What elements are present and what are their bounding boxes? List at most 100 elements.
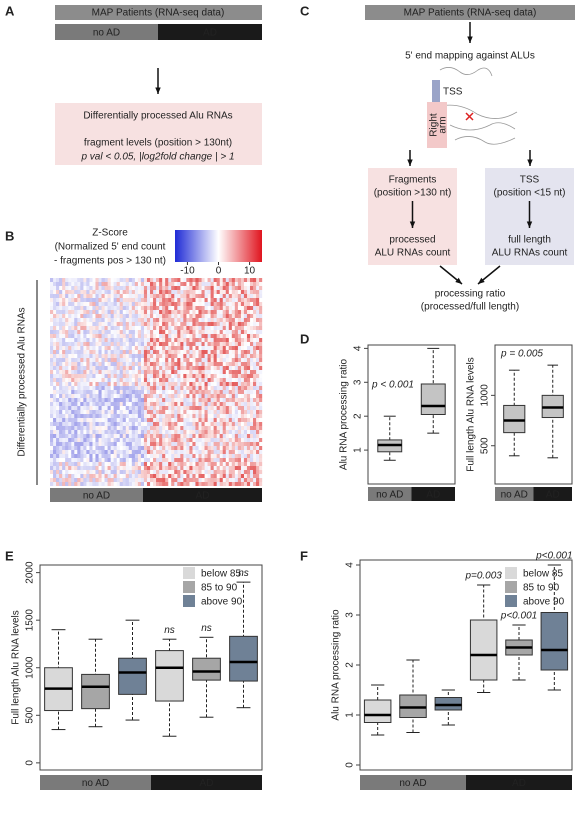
- heatmap-cell: [119, 314, 123, 318]
- heatmap-cell: [207, 362, 211, 366]
- heatmap-cell: [234, 442, 238, 446]
- heatmap-cell: [222, 306, 226, 310]
- heatmap-cell: [111, 406, 114, 410]
- heatmap-cell: [243, 458, 248, 462]
- heatmap-cell: [146, 278, 151, 282]
- heatmap-cell: [219, 318, 223, 322]
- heatmap-cell: [219, 302, 223, 306]
- heatmap-cell: [53, 454, 57, 458]
- heatmap-cell: [183, 354, 187, 358]
- heatmap-cell: [149, 302, 154, 306]
- heatmap-cell: [116, 438, 120, 442]
- heatmap-cell: [137, 426, 141, 430]
- heatmap-cell: [259, 362, 263, 366]
- heatmap-cell: [101, 374, 105, 378]
- heatmap-cell: [65, 430, 69, 434]
- heatmap-cell: [53, 286, 57, 290]
- heatmap-cell: [134, 378, 138, 382]
- heatmap-cell: [171, 398, 175, 402]
- heatmap-cell: [137, 474, 141, 478]
- heatmap-cell: [149, 318, 154, 322]
- heatmap-cell: [68, 398, 72, 402]
- heatmap-cell: [122, 442, 126, 446]
- heatmap-cell: [186, 346, 190, 350]
- heatmap-cell: [189, 330, 193, 334]
- heatmap-cell: [137, 402, 141, 406]
- heatmap-cell: [137, 310, 141, 314]
- heatmap-cell: [195, 410, 199, 414]
- heatmap-cell: [116, 366, 120, 370]
- heatmap-cell: [149, 374, 154, 378]
- heatmap-cell: [110, 302, 114, 306]
- heatmap-cell: [244, 342, 247, 346]
- heatmap-cell: [256, 470, 260, 474]
- heatmap-cell: [183, 374, 187, 378]
- heatmap-cell: [216, 406, 220, 410]
- heatmap-cell: [125, 434, 129, 438]
- heatmap-cell: [195, 426, 199, 430]
- heatmap-cell: [50, 318, 54, 322]
- y-axis-label: Full length Alu RNA levels: [466, 357, 477, 472]
- heatmap-cell: [59, 370, 63, 374]
- heatmap-cell: [56, 406, 59, 410]
- heatmap-cell: [162, 302, 166, 306]
- heatmap-cell: [225, 422, 229, 426]
- heatmap-cell: [246, 474, 251, 478]
- heatmap-cell: [128, 478, 132, 482]
- heatmap-cell: [174, 286, 178, 290]
- heatmap-cell: [140, 454, 144, 458]
- result-text: processing ratio: [435, 289, 506, 300]
- heatmap-cell: [229, 290, 232, 294]
- heatmap-cell: [210, 450, 214, 454]
- heatmap-cell: [116, 370, 120, 374]
- box-text: ALU RNAs count: [375, 248, 451, 259]
- heatmap-cell: [147, 310, 150, 314]
- heatmap-cell: [86, 398, 90, 402]
- heatmap-cell: [143, 342, 148, 346]
- heatmap-cell: [80, 462, 83, 466]
- heatmap-cell: [177, 418, 181, 422]
- y-tick-label: 0: [345, 762, 356, 768]
- heatmap-cell: [237, 442, 241, 446]
- heatmap-cell: [165, 386, 169, 390]
- heatmap-cell: [204, 314, 208, 318]
- heatmap-cell: [237, 398, 241, 402]
- heatmap-cell: [222, 446, 226, 450]
- heatmap-cell: [256, 286, 260, 290]
- heatmap-cell: [222, 442, 226, 446]
- heatmap-cell: [225, 398, 229, 402]
- heatmap-cell: [189, 306, 193, 310]
- heatmap-cell: [65, 386, 69, 390]
- heatmap-cell: [174, 310, 178, 314]
- heatmap-cell: [253, 438, 257, 442]
- heatmap-cell: [210, 294, 214, 298]
- heatmap-cell: [65, 322, 69, 326]
- heatmap-cell: [134, 354, 138, 358]
- heatmap-cell: [86, 446, 89, 450]
- heatmap-cell: [225, 406, 229, 410]
- heatmap-cell: [186, 474, 190, 478]
- heatmap-cell: [201, 434, 205, 438]
- heatmap-cell: [116, 382, 120, 386]
- heatmap-cell: [156, 414, 160, 418]
- heatmap-cell: [122, 430, 126, 434]
- heatmap-cell: [168, 426, 172, 430]
- heatmap-cell: [183, 314, 187, 318]
- heatmap-cell: [59, 458, 62, 462]
- heatmap-cell: [50, 362, 54, 366]
- heatmap-cell: [222, 482, 226, 486]
- heatmap-cell: [195, 334, 199, 338]
- heatmap-cell: [89, 290, 93, 294]
- heatmap-cell: [89, 466, 93, 470]
- heatmap-cell: [240, 350, 244, 354]
- heatmap-cell: [195, 446, 199, 450]
- heatmap-cell: [231, 322, 235, 326]
- heatmap-cell: [119, 330, 123, 334]
- heatmap-cell: [231, 386, 235, 390]
- heatmap-cell: [222, 286, 226, 290]
- heatmap-cell: [65, 342, 69, 346]
- heatmap-cell: [222, 294, 226, 298]
- heatmap-cell: [113, 398, 117, 402]
- heatmap-cell: [86, 462, 90, 466]
- heatmap-cell: [116, 334, 120, 338]
